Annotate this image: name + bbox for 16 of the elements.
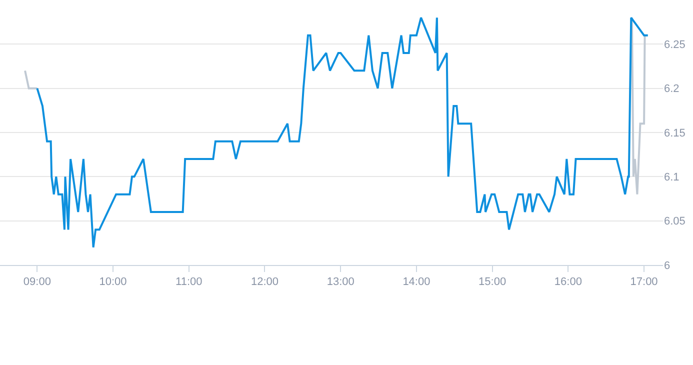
x-tick-label: 16:00: [554, 276, 582, 288]
x-tick-label: 10:00: [99, 276, 127, 288]
y-tick-label: 6.1: [664, 172, 680, 184]
x-tick-label: 17:00: [630, 276, 658, 288]
y-tick-label: 6: [664, 260, 670, 272]
x-tick-label: 15:00: [478, 276, 506, 288]
x-tick-label: 11:00: [176, 276, 202, 288]
line-series: [36, 16, 649, 248]
y-tick-label: 6.25: [664, 39, 686, 52]
y-tick-label: 6.05: [664, 216, 686, 228]
y-tick-label: 6.15: [664, 127, 686, 140]
y-tick-label: 6.2: [664, 83, 680, 96]
x-tick-label: 14:00: [402, 276, 430, 288]
x-tick-label: 09:00: [23, 276, 51, 288]
x-tick-label: 13:00: [326, 276, 354, 288]
x-tick-label: 12:00: [250, 276, 279, 288]
